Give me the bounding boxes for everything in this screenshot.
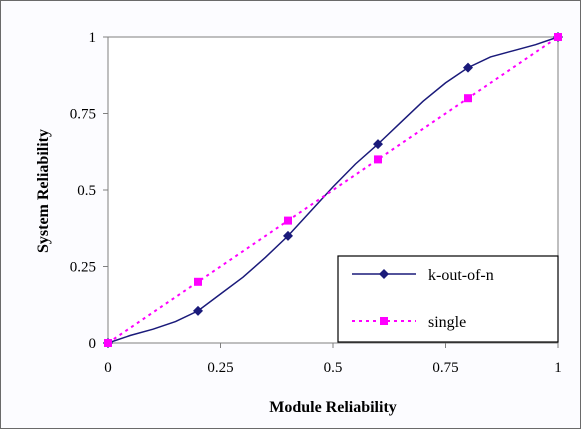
data-point — [554, 33, 562, 41]
x-tick-label: 0.5 — [324, 360, 343, 376]
data-point — [284, 217, 292, 225]
x-tick-label: 1 — [554, 360, 562, 376]
y-tick-label: 0.5 — [77, 183, 96, 199]
data-point — [194, 278, 202, 286]
x-tick-label: 0.75 — [432, 360, 458, 376]
y-axis-title: System Reliability — [35, 129, 52, 253]
x-tick-label: 0.25 — [207, 360, 233, 376]
x-tick-label: 0 — [104, 360, 112, 376]
data-point — [374, 155, 382, 163]
legend-label: k-out-of-n — [428, 267, 494, 284]
data-point — [464, 94, 472, 102]
legend-marker — [380, 317, 388, 325]
y-tick-label: 1 — [89, 30, 97, 46]
x-axis-title: Module Reliability — [269, 399, 397, 416]
y-tick-label: 0 — [89, 336, 97, 352]
data-point — [104, 339, 112, 347]
legend-label: single — [428, 314, 466, 331]
legend: k-out-of-n single — [338, 256, 558, 342]
y-tick-label: 0.75 — [70, 107, 96, 123]
y-tick-label: 0.25 — [70, 260, 96, 276]
